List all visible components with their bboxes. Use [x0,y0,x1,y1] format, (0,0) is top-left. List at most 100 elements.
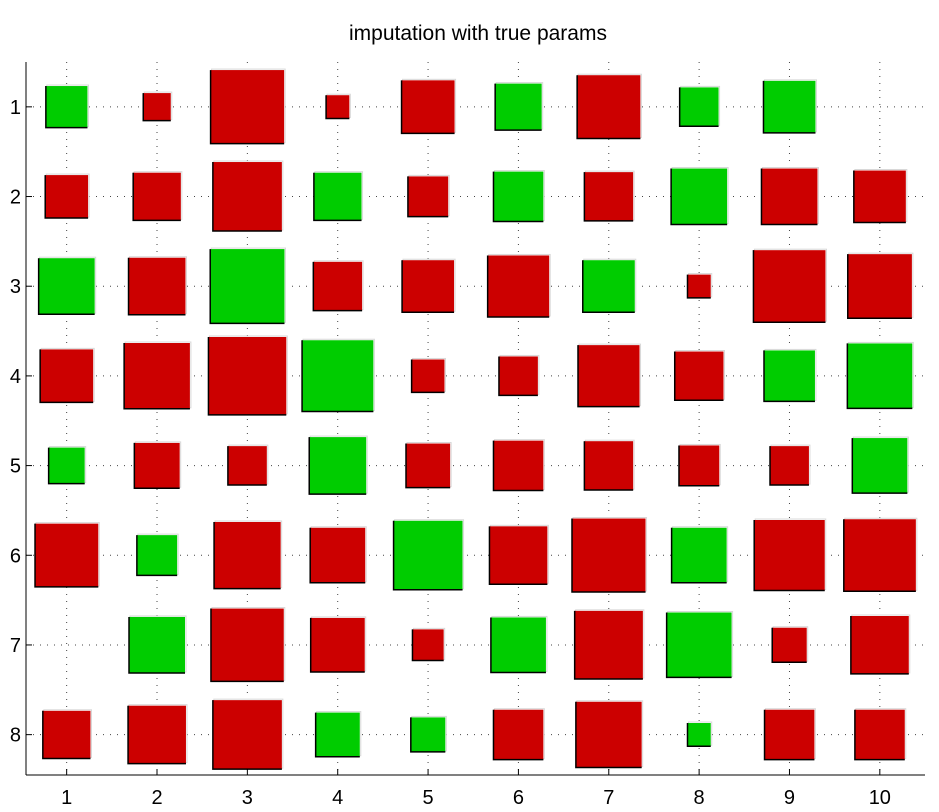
negative-box [687,274,711,298]
box-shadow-edge [492,171,544,223]
negative-box [313,261,363,311]
box-shadow-edge [37,258,95,315]
hinton-box [686,721,713,748]
box-shadow-edge [407,176,449,218]
box-shadow-edge [123,343,190,410]
hinton-box [686,273,713,299]
hinton-box [405,442,452,489]
box-shadow-edge [42,710,91,760]
negative-box [212,162,282,232]
hinton-box [678,443,721,487]
box-shadow-edge [678,445,720,487]
x-tick-label: 7 [603,787,614,809]
x-tick-label: 3 [242,787,253,809]
y-tick-label: 7 [10,635,21,657]
box-shadow-edge [410,717,446,753]
box-shadow-edge [133,442,180,490]
positive-box [763,350,815,402]
box-shadow-edge [411,629,444,662]
box-shadow-edge [127,257,186,316]
hinton-box [573,609,645,680]
hinton-box [498,354,540,397]
positive-box [48,447,85,484]
hinton-box [851,436,909,494]
negative-box [843,519,916,592]
negative-box [326,95,350,119]
y-tick-label: 6 [10,545,21,567]
negative-box [134,442,180,489]
axes [25,62,925,776]
box-shadow-edge [39,349,94,404]
positive-box [763,80,816,133]
negative-box [412,629,444,661]
box-shadow-edge [209,70,285,145]
box-shadow-edge [851,438,908,494]
hinton-box [123,341,192,410]
box-shadow-edge [325,95,350,120]
hinton-box [583,439,635,491]
box-shadow-edge [136,535,178,577]
box-shadow-edge [686,723,711,748]
positive-box [847,343,913,409]
positive-box [666,612,732,678]
box-shadow-edge [400,80,455,135]
negative-box [854,709,905,760]
negative-box [310,527,366,583]
x-tick-label: 9 [784,787,795,809]
x-tick-label: 10 [869,787,891,809]
box-shadow-edge [142,93,171,122]
box-shadow-edge [582,260,635,313]
positive-box [679,87,719,127]
box-shadow-edge [492,709,544,761]
hinton-box [571,516,648,593]
hinton-box [582,258,637,313]
positive-box [315,712,360,757]
box-shadow-edge [762,80,816,134]
hinton-box [325,93,351,120]
negative-box [208,336,287,415]
hinton-box [392,519,465,591]
box-shadow-edge [207,336,287,416]
x-tick-label: 8 [694,787,705,809]
positive-box [582,260,635,313]
negative-box [575,701,642,768]
negative-box [493,440,544,491]
box-shadow-edge [209,249,285,325]
box-shadow-edge [763,350,815,403]
negative-box [674,351,724,401]
hinton-box [771,626,809,663]
positive-box [302,340,374,412]
box-shadow-edge [850,616,909,675]
x-tick-label: 5 [423,787,434,809]
negative-box [212,700,282,770]
hinton-box [42,709,92,760]
negative-box [487,255,550,317]
positive-box [129,616,186,673]
hinton-box [128,615,187,674]
negative-box [770,446,809,486]
y-tick-label: 5 [10,456,21,478]
hinton-box [227,444,269,486]
hinton-box [490,615,548,674]
box-shadow-edge [686,274,711,299]
box-shadow-edge [213,521,281,590]
box-shadow-edge [301,340,374,413]
box-shadow-edge [576,75,641,140]
box-shadow-edge [308,437,367,495]
negative-box [407,176,449,217]
negative-box [45,175,89,218]
box-shadow-edge [212,700,282,770]
box-shadow-edge [312,261,363,312]
positive-box [313,172,362,221]
hinton-box [127,256,187,316]
hinton-box [301,338,375,413]
negative-box [772,627,807,663]
negative-box [214,521,281,589]
negative-box [761,168,818,225]
x-tick-label: 2 [151,787,162,809]
box-shadow-edge [575,701,642,769]
box-shadow-edge [392,520,463,591]
box-shadow-edge [486,255,550,318]
box-shadow-edge [127,705,186,765]
hinton-box [843,517,918,593]
